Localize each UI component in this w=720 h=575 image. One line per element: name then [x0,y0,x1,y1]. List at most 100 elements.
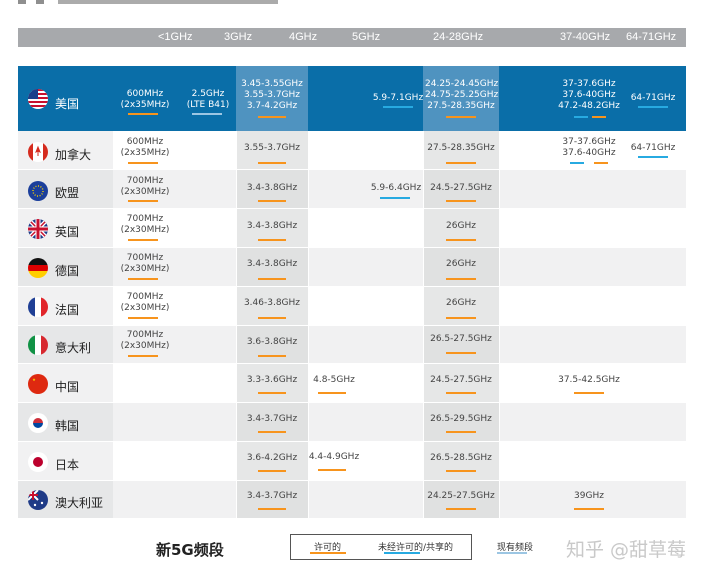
licensed-marker [128,113,158,115]
country-name-germany: 德国 [55,264,80,278]
licensed-swatch [310,552,346,554]
unlicensed-marker [638,106,668,108]
row-stripe [113,325,686,363]
row-stripe [113,402,686,441]
cn-24ghz: 24.5-27.5GHz [430,375,492,385]
licensed-marker [258,392,286,394]
licensed-marker [258,239,286,241]
unlicensed-marker [383,106,413,108]
cn-37ghz: 37.5-42.5GHz [558,375,620,385]
licensed-marker [446,239,476,241]
uk-flag-icon [28,219,48,239]
column-divider [423,131,424,518]
legend-licensed: 许可的 [314,543,342,553]
ca-28ghz: 27.5-28.35GHz [427,143,495,153]
licensed-marker [258,431,286,433]
freq-label-sub1ghz: <1GHz [158,31,193,43]
licensed-marker [258,508,286,510]
licensed-marker [128,278,158,280]
us-highlight-24ghz [423,66,499,131]
freq-label-37-40ghz: 37-40GHz [560,31,611,43]
legend-unlicensed: 未经许可的/共享的 [378,543,454,553]
unlicensed-swatch [384,552,420,554]
uk-3ghz: 3.4-3.8GHz [246,221,298,231]
country-name-uk: 英国 [55,225,80,239]
freq-label-3ghz: 3GHz [224,31,253,43]
japan-flag-icon [28,452,48,472]
us-row [18,66,686,131]
licensed-marker [446,278,476,280]
licensed-marker [258,278,286,280]
licensed-marker [446,352,476,354]
licensed-marker [258,470,286,472]
italy-flag-icon [28,335,48,355]
licensed-marker [128,162,158,164]
licensed-marker [446,162,476,164]
column-divider [236,131,237,518]
us-2-5ghz: 2.5GHz (LTE B41) [186,89,230,110]
row-divider [18,169,686,170]
de-26ghz: 26GHz [446,259,476,269]
country-name-australia: 澳大利亚 [55,496,104,510]
row-divider [18,208,686,209]
cn-3ghz: 3.3-3.6GHz [246,375,298,385]
eu-24ghz: 24.5-27.5GHz [430,183,492,193]
ca-64ghz: 64-71GHz [630,143,676,153]
licensed-marker [446,200,476,202]
country-name-china: 中国 [55,380,80,394]
us-flag-icon [28,89,48,109]
licensed-marker [446,317,476,319]
licensed-marker [446,508,476,510]
licensed-marker [258,162,286,164]
unlicensed-marker [574,116,588,118]
unlicensed-marker [638,156,668,158]
de-700mhz: 700MHz (2x30MHz) [120,253,170,274]
country-name-france: 法国 [55,303,80,317]
row-stripe [113,480,686,518]
us-5-9ghz: 5.9-7.1GHz [372,93,424,103]
existing-swatch [497,552,527,554]
us-highlight-3ghz [236,66,308,131]
fr-26ghz: 26GHz [446,298,476,308]
licensed-marker [128,200,158,202]
kr-3ghz: 3.4-3.7GHz [246,414,298,424]
licensed-marker [446,392,476,394]
us-3ghz-band: 3.45-3.55GHz 3.55-3.7GHz 3.7-4.2GHz [241,79,303,111]
row-divider [18,363,686,364]
row-divider [18,480,686,481]
ca-3ghz: 3.55-3.7GHz [243,143,301,153]
au-3ghz: 3.4-3.7GHz [246,491,298,501]
eu-700mhz: 700MHz (2x30MHz) [120,176,170,197]
licensed-marker [574,508,604,510]
licensed-marker [128,317,158,319]
it-3ghz: 3.6-3.8GHz [246,337,298,347]
us-37ghz-band: 37-37.6GHz 37.6-40GHz 47.2-48.2GHz [558,79,620,111]
legend-existing: 现有频段 [497,543,534,553]
row-stripe [113,247,686,286]
licensed-marker [258,355,286,357]
china-flag-icon [28,374,48,394]
column-divider [308,131,309,518]
row-divider [18,441,686,442]
licensed-marker [128,239,158,241]
korea-flag-icon [28,413,48,433]
it-26ghz: 26.5-27.5GHz [430,334,492,344]
column-divider [499,131,500,518]
row-divider [18,402,686,403]
country-name-korea: 韩国 [55,419,80,433]
fr-700mhz: 700MHz (2x30MHz) [120,292,170,313]
au-39ghz: 39GHz [574,491,604,501]
licensed-marker [318,392,346,394]
australia-flag-icon [28,490,48,510]
licensed-marker [446,470,476,472]
us-24ghz-band: 24.25-24.45GHz 24.75-25.25GHz 27.5-28.35… [425,79,499,111]
column-highlight-3ghz [236,131,308,518]
unlicensed-marker [570,162,584,164]
country-name-canada: 加拿大 [55,148,92,162]
ca-600mhz: 600MHz (2x35MHz) [120,137,170,158]
licensed-marker [446,431,476,433]
eu-flag-icon [28,181,48,201]
legend-box [290,534,472,560]
row-stripe [113,170,686,208]
licensed-marker [592,116,606,118]
